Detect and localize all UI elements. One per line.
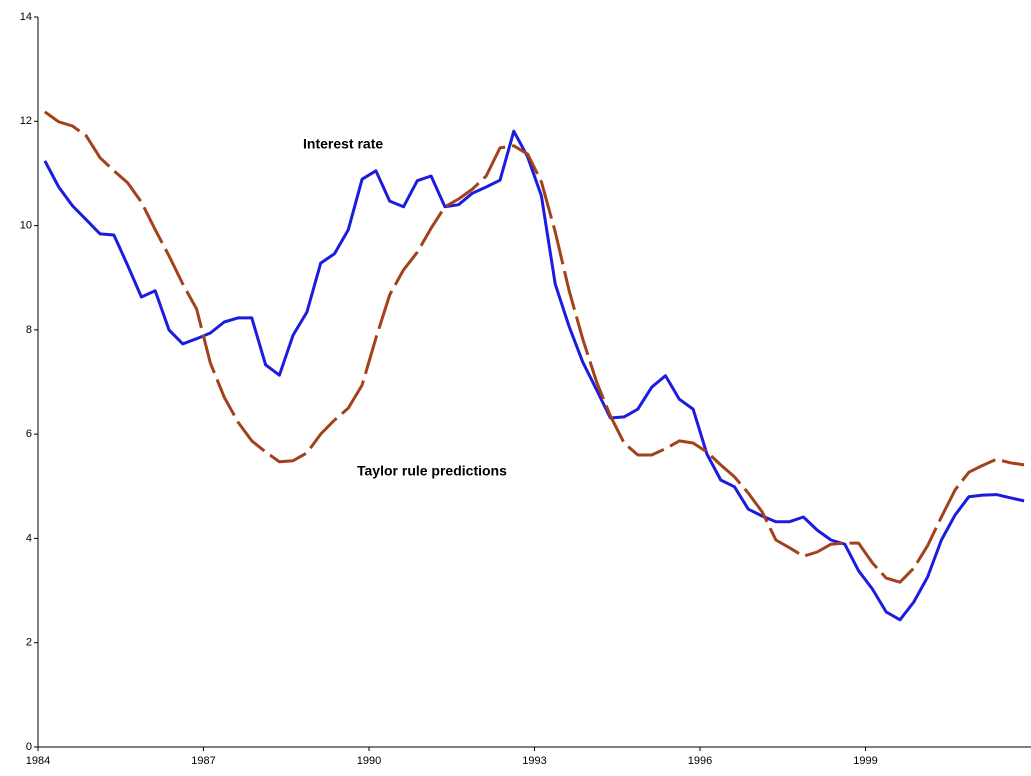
y-tick-label: 10 — [20, 219, 32, 231]
annotation: Taylor rule predictions — [357, 463, 507, 479]
annotation: Interest rate — [303, 136, 383, 152]
y-tick-label: 8 — [26, 324, 32, 336]
y-tick-label: 12 — [20, 115, 32, 127]
y-tick-label: 2 — [26, 637, 32, 649]
x-tick-label: 1993 — [522, 755, 546, 767]
y-tick-label: 14 — [20, 11, 32, 23]
x-tick-label: 1990 — [357, 755, 381, 767]
series-line — [43, 129, 1025, 622]
x-tick-label: 1984 — [26, 755, 50, 767]
y-tick-label: 6 — [26, 428, 32, 440]
x-tick-label: 1996 — [688, 755, 712, 767]
x-tick-label: 1999 — [853, 755, 877, 767]
x-tick-label: 1987 — [191, 755, 215, 767]
y-tick-label: 4 — [26, 532, 32, 544]
y-tick-label: 0 — [26, 741, 32, 753]
series-line — [44, 110, 1025, 584]
